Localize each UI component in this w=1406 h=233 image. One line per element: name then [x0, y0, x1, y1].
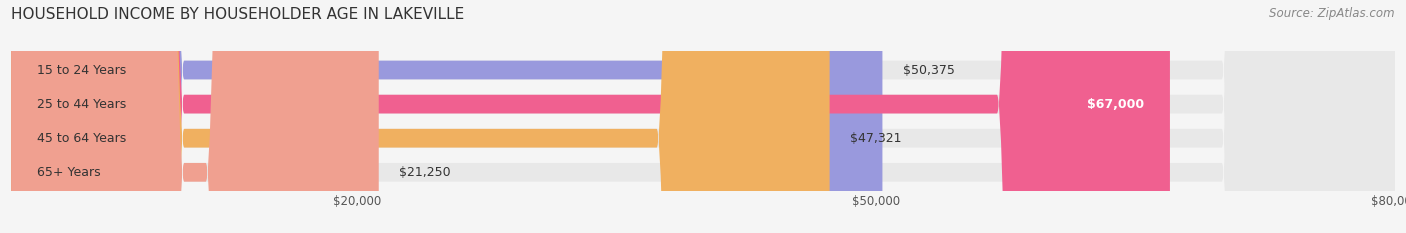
FancyBboxPatch shape: [11, 0, 883, 233]
FancyBboxPatch shape: [11, 0, 1395, 233]
Text: 15 to 24 Years: 15 to 24 Years: [37, 64, 127, 76]
FancyBboxPatch shape: [11, 0, 378, 233]
Text: 25 to 44 Years: 25 to 44 Years: [37, 98, 127, 111]
FancyBboxPatch shape: [11, 0, 1395, 233]
FancyBboxPatch shape: [11, 0, 1395, 233]
FancyBboxPatch shape: [11, 0, 1170, 233]
FancyBboxPatch shape: [11, 0, 1395, 233]
Text: Source: ZipAtlas.com: Source: ZipAtlas.com: [1270, 7, 1395, 20]
Text: $67,000: $67,000: [1087, 98, 1144, 111]
Text: 45 to 64 Years: 45 to 64 Years: [37, 132, 127, 145]
Text: 65+ Years: 65+ Years: [37, 166, 101, 179]
FancyBboxPatch shape: [11, 0, 830, 233]
Text: $21,250: $21,250: [399, 166, 451, 179]
Text: $47,321: $47,321: [851, 132, 901, 145]
Text: $50,375: $50,375: [903, 64, 955, 76]
Text: HOUSEHOLD INCOME BY HOUSEHOLDER AGE IN LAKEVILLE: HOUSEHOLD INCOME BY HOUSEHOLDER AGE IN L…: [11, 7, 464, 22]
